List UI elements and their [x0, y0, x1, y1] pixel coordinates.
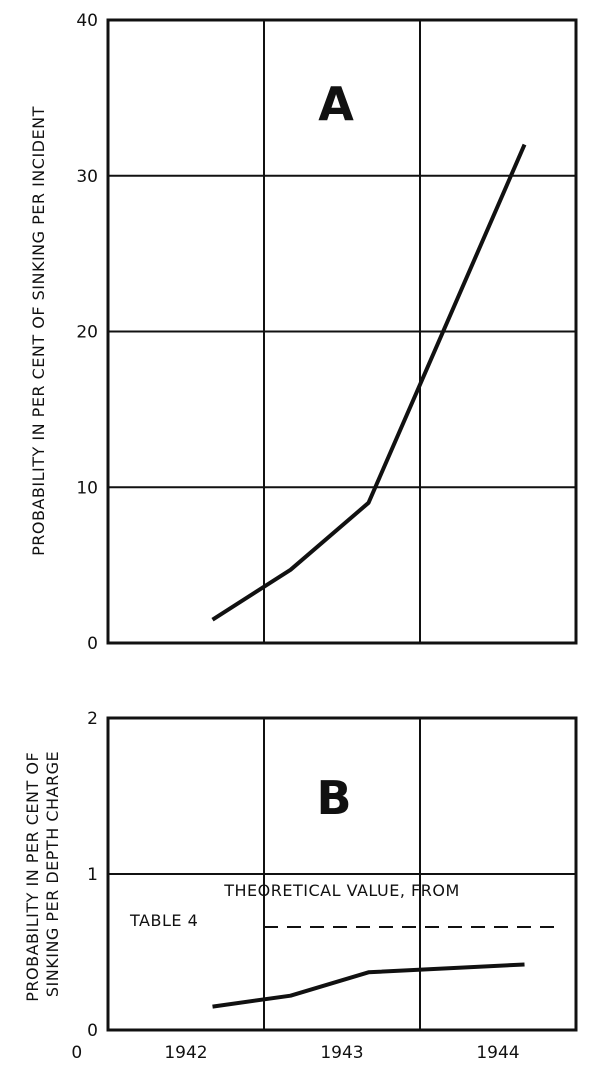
panel-b-grid	[108, 718, 576, 1030]
panel-a-grid	[108, 20, 576, 643]
panel-b-x-tick-label: 1942	[164, 1043, 207, 1063]
panel-b-x-tick-label: 0	[71, 1043, 82, 1063]
panel-b-series-line	[212, 962, 525, 1009]
panel-a-series-line	[211, 143, 527, 622]
panel-b-x-tick-label: 1943	[320, 1043, 363, 1063]
panel-a-y-tick-label: 20	[76, 323, 98, 343]
panel-a-letter: A	[318, 77, 354, 131]
panel-b-letter: B	[316, 771, 351, 825]
panel-a-y-tick-label: 40	[76, 11, 98, 31]
panel-a-y-tick-label: 10	[76, 478, 98, 498]
panel-a-y-ticks: 0 10 20 30 40	[76, 11, 98, 654]
panel-a-y-tick-label: 30	[76, 167, 98, 187]
annotation-line-2: TABLE 4	[129, 911, 198, 930]
panel-b-y-tick-label: 2	[87, 709, 98, 729]
panel-b-y-tick-label: 1	[87, 865, 98, 885]
panel-b: 0 1 2 0 1942 1943 1944 B PROBABILITY IN PER C…	[23, 709, 578, 1063]
annotation-line-1: THEORETICAL VALUE, FROM	[223, 881, 460, 900]
panel-b-y-axis-label: PROBABILITY IN PER CENT OF SINKING PER D…	[23, 746, 62, 1001]
panel-a-y-axis-label: PROBABILITY IN PER CENT OF SINKING PER I…	[29, 106, 48, 556]
panel-a: 0 10 20 30 40 A PROBABILITY IN PER CENT OF S…	[29, 11, 578, 654]
panel-b-x-ticks: 0 1942 1943 1944	[71, 1043, 519, 1063]
panel-b-y-axis-label-line-2: SINKING PER DEPTH CHARGE	[43, 751, 62, 997]
panel-b-y-axis-label-line-1: PROBABILITY IN PER CENT OF	[23, 752, 42, 1002]
panel-b-y-ticks: 0 1 2	[87, 709, 98, 1041]
panel-b-y-tick-label: 0	[87, 1021, 98, 1041]
panel-b-x-tick-label: 1944	[476, 1043, 519, 1063]
panel-a-y-tick-label: 0	[87, 634, 98, 654]
